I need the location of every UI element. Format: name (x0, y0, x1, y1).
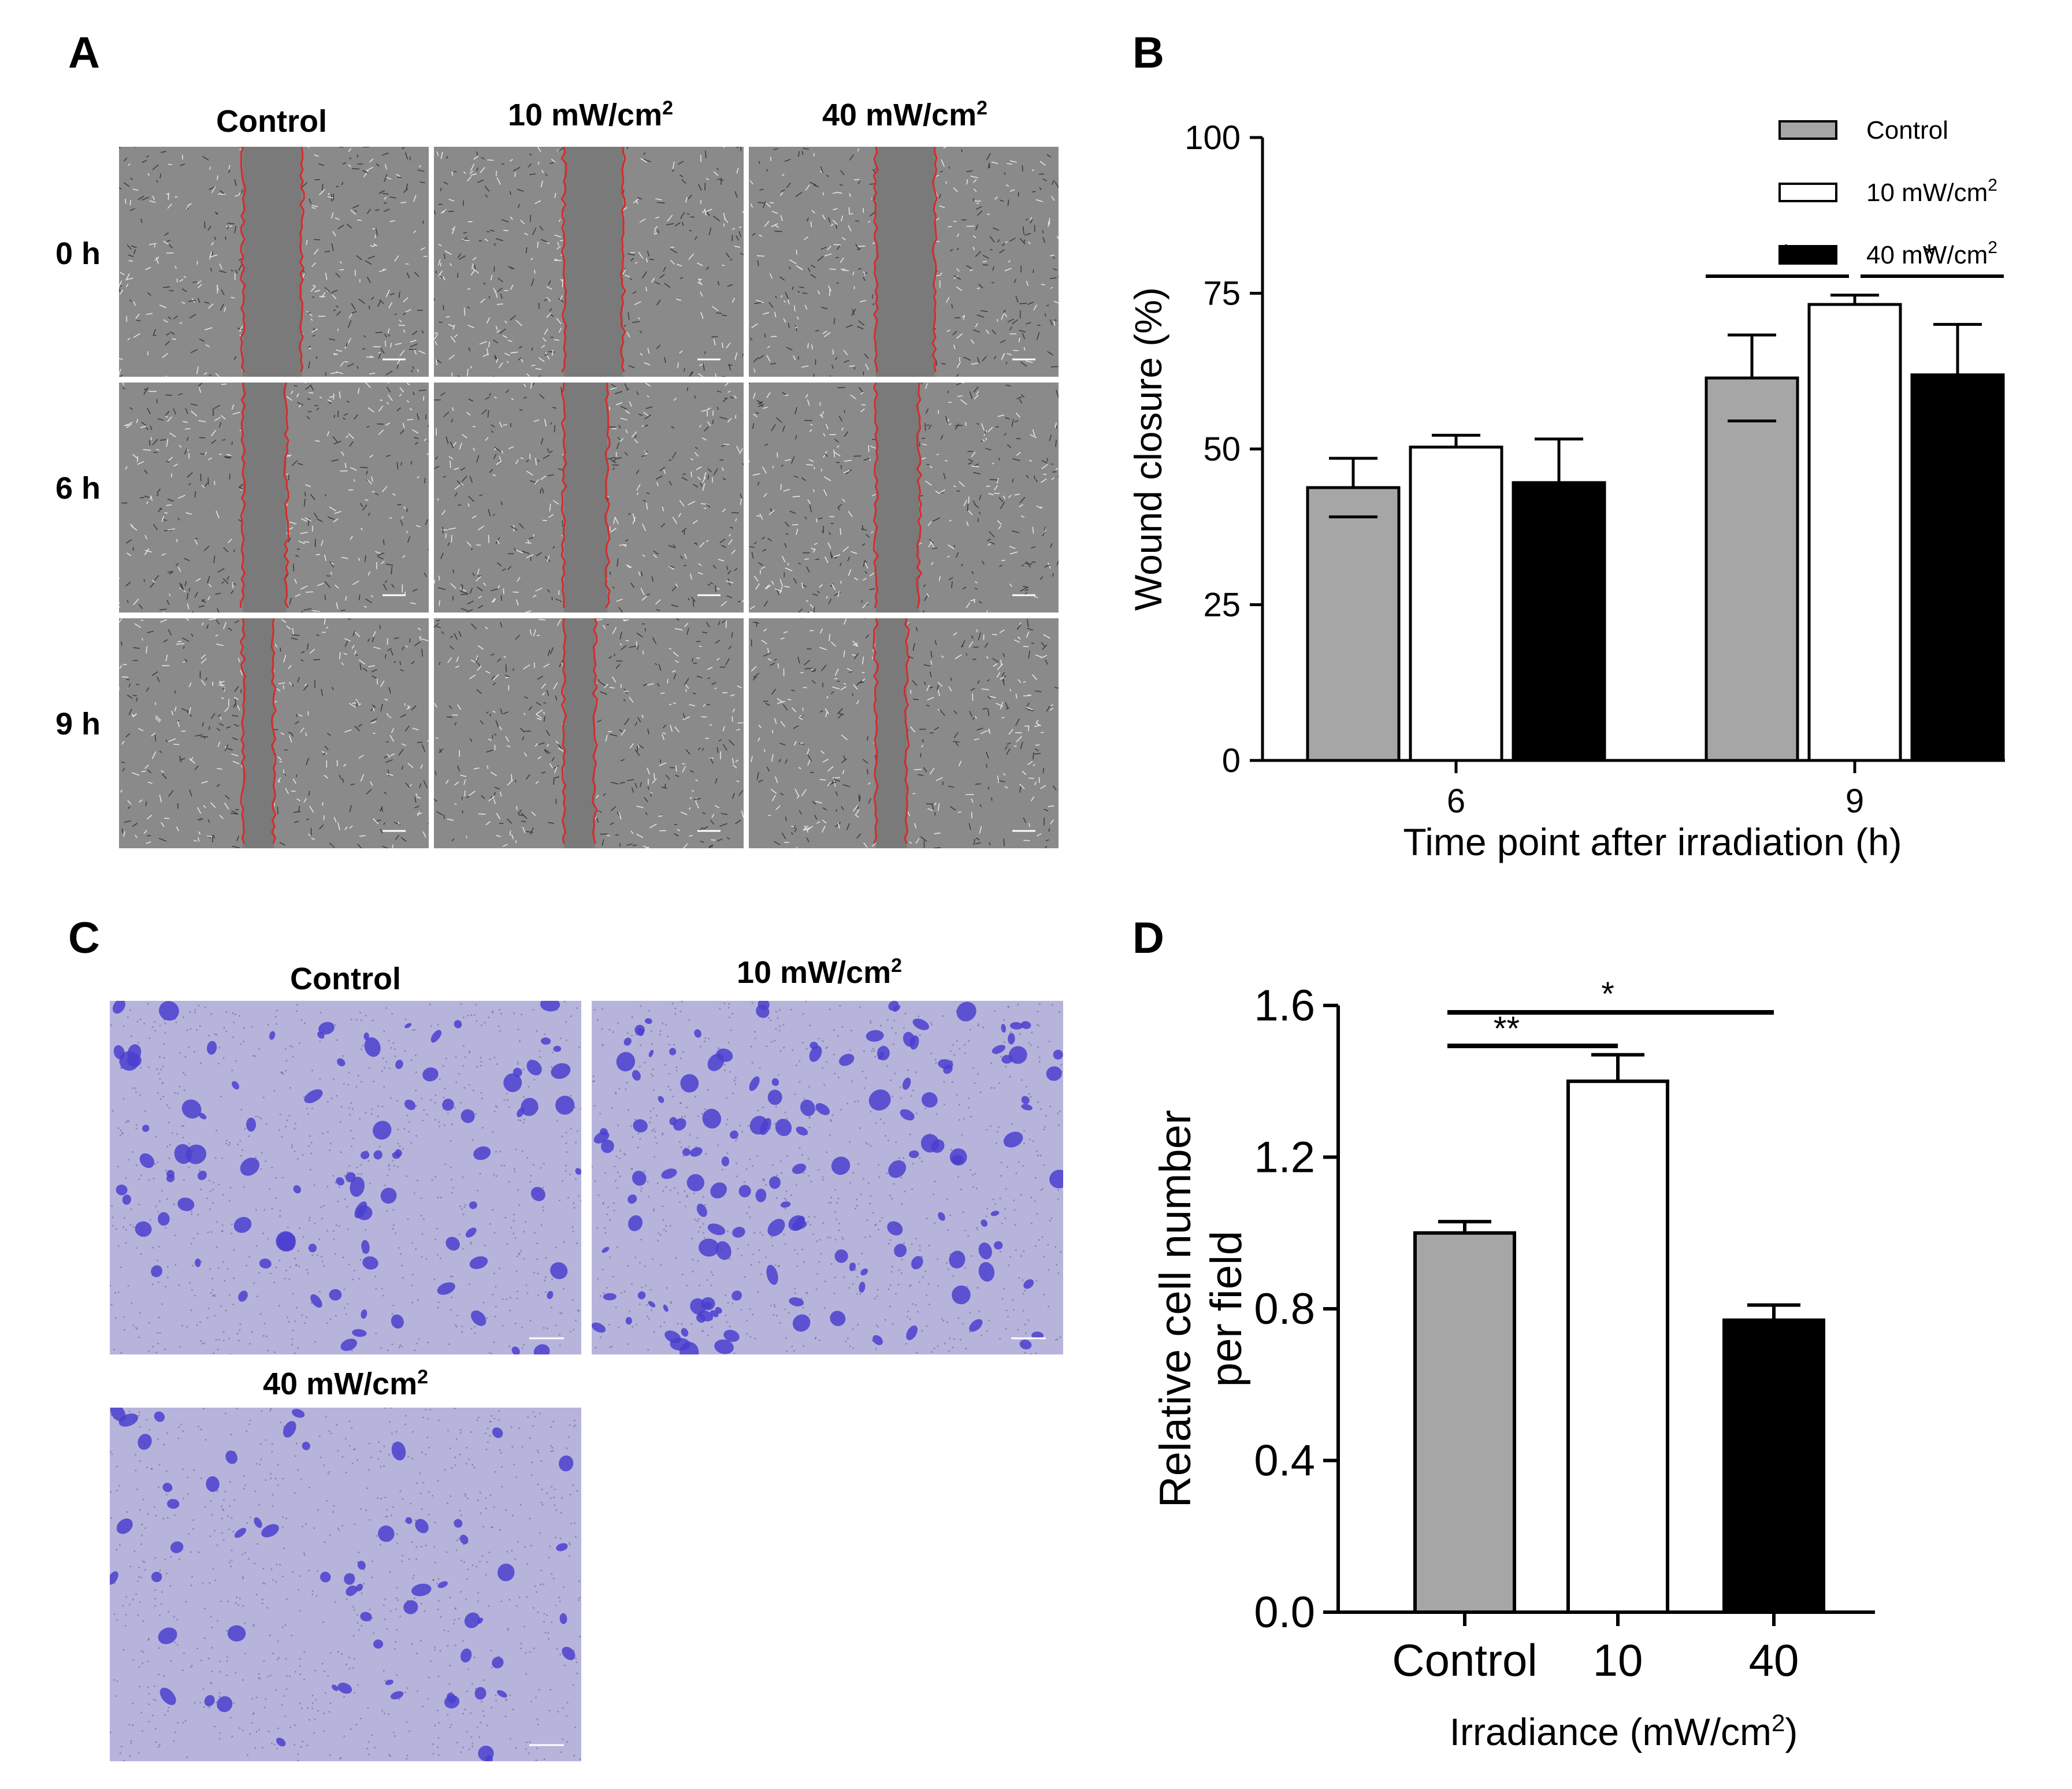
x-tick-label: 10 (1593, 1635, 1643, 1686)
significance-star: * (1601, 975, 1614, 1013)
y-tick-label: 0.0 (1254, 1588, 1315, 1637)
bar-40-mw-cm2-6 (1513, 482, 1605, 760)
y-tick-label: 1.6 (1254, 981, 1315, 1030)
legend-label: Control (1866, 116, 1948, 144)
x-tick-label: 40 (1749, 1635, 1799, 1686)
legend-swatch (1780, 246, 1836, 263)
y-tick-label: 0.4 (1254, 1437, 1315, 1486)
bar-10-mw-cm2-6 (1410, 447, 1502, 760)
x-axis-label: Irradiance (mW/cm2) (1450, 1709, 1798, 1753)
bar-control-9 (1706, 378, 1798, 760)
y-axis-label: per field (1202, 1231, 1251, 1387)
legend-swatch (1780, 121, 1836, 139)
bar-10 (1568, 1081, 1668, 1612)
legend-swatch (1780, 184, 1836, 201)
x-axis-label: Time point after irradiation (h) (1403, 821, 1902, 863)
y-axis-label: Relative cell number (1151, 1110, 1200, 1508)
legend-label: 40 mW/cm2 (1866, 238, 1997, 269)
y-tick-label: 0.8 (1254, 1285, 1315, 1334)
bar-40 (1724, 1320, 1824, 1612)
y-tick-label: 0 (1222, 742, 1241, 780)
significance-star: ** (1494, 1010, 1520, 1048)
x-tick-label: Control (1392, 1635, 1537, 1686)
y-tick-label: 25 (1203, 587, 1241, 624)
y-tick-label: 50 (1203, 430, 1241, 468)
bar-40-mw-cm2-9 (1912, 375, 2003, 760)
x-tick-label: 6 (1447, 782, 1465, 820)
y-axis-label: Wound closure (%) (1127, 287, 1169, 611)
bar-control (1415, 1233, 1514, 1612)
bar-control-6 (1308, 488, 1399, 760)
y-tick-label: 100 (1184, 119, 1241, 157)
y-tick-label: 75 (1203, 275, 1241, 313)
y-tick-label: 1.2 (1254, 1133, 1315, 1182)
x-tick-label: 9 (1846, 782, 1864, 820)
bar-10-mw-cm2-9 (1809, 305, 1900, 760)
legend-label: 10 mW/cm2 (1866, 176, 1997, 207)
